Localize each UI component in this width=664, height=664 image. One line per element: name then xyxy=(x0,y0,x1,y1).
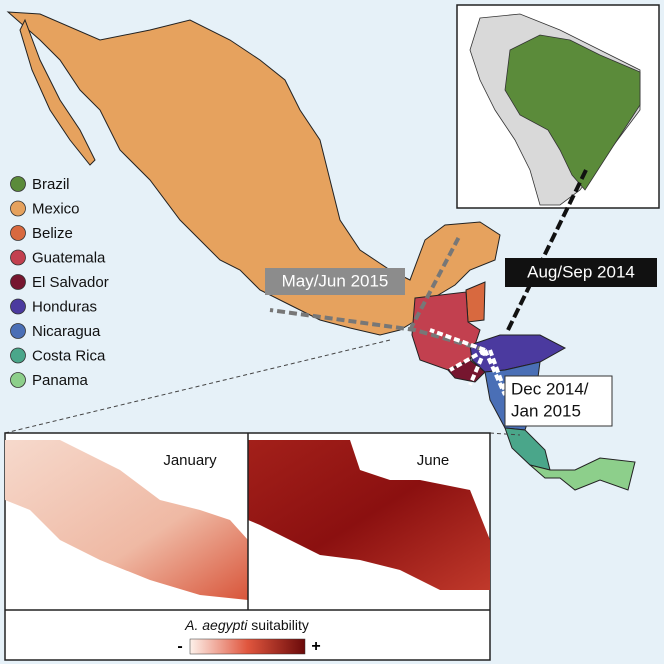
colorbar-title: A. aegypti suitability xyxy=(184,617,309,633)
arrow-label: Jan 2015 xyxy=(511,401,581,420)
zoom-line xyxy=(4,339,391,434)
label-box xyxy=(265,268,405,295)
legend-label: Panama xyxy=(32,372,89,389)
brazil xyxy=(504,34,641,191)
colorbar-low: - xyxy=(177,638,182,655)
panel-label: June xyxy=(417,452,450,469)
mexico xyxy=(6,11,501,336)
legend-swatch xyxy=(10,176,26,192)
colorbar-title-text: suitability xyxy=(251,617,309,633)
arrow-label: Dec 2014/ xyxy=(511,379,589,398)
colorbar-high: + xyxy=(311,638,320,655)
arrow-local xyxy=(429,328,507,396)
panel-label-bg xyxy=(150,448,240,474)
legend-label: Guatemala xyxy=(32,249,106,266)
legend-swatch xyxy=(10,225,26,241)
panel-label-bg xyxy=(395,448,485,474)
legend-swatch xyxy=(10,347,26,364)
legend-swatch xyxy=(10,323,26,339)
label-box xyxy=(505,258,657,287)
zoom-line xyxy=(489,432,521,436)
legend-swatch xyxy=(10,274,26,290)
legend-label: Mexico xyxy=(32,200,80,217)
arrow-label: May/Jun 2015 xyxy=(282,271,389,290)
label-box xyxy=(504,375,613,427)
colorbar xyxy=(189,638,306,655)
legend: Brazil Mexico Belize Guatemala El Salvador Ho… xyxy=(10,176,109,389)
species: A. aegypti xyxy=(184,617,248,633)
legend-swatch xyxy=(10,249,26,266)
legend-label: Brazil xyxy=(32,176,70,193)
arrow-introduction xyxy=(506,169,588,331)
map-june xyxy=(248,440,490,590)
panel-label: January xyxy=(163,452,217,469)
legend-label: Belize xyxy=(32,225,73,242)
legend-label: Nicaragua xyxy=(32,323,101,340)
legend-label: El Salvador xyxy=(32,274,109,291)
arrows xyxy=(269,169,588,406)
baja xyxy=(19,18,96,166)
arrow-yucatan xyxy=(408,234,462,331)
panama xyxy=(529,457,636,491)
legend-swatch xyxy=(10,200,26,217)
legend-swatch xyxy=(10,298,26,315)
arrow-label: Aug/Sep 2014 xyxy=(527,262,635,281)
legend-label: Honduras xyxy=(32,298,97,315)
map-january xyxy=(5,440,248,600)
legend-label: Costa Rica xyxy=(32,347,106,364)
legend-swatch xyxy=(10,372,26,388)
arrow-mexico-west xyxy=(269,308,486,352)
